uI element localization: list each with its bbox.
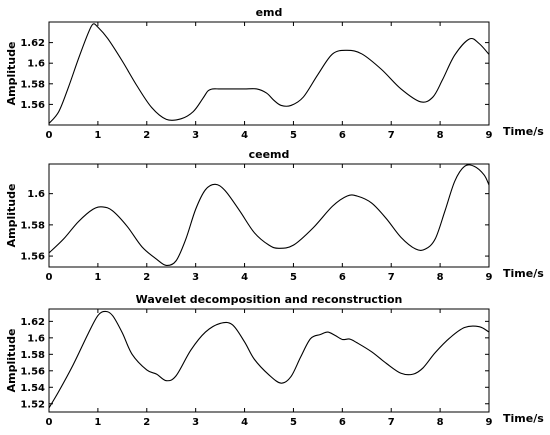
y-tick-label: 1.56	[20, 366, 45, 377]
chart-title: Wavelet decomposition and reconstruction	[136, 293, 403, 306]
series-line-1-0	[49, 164, 489, 267]
x-tick-label: 9	[486, 272, 493, 283]
x-tick-label: 1	[94, 272, 101, 283]
x-tick-label: 2	[143, 130, 150, 141]
y-tick-label: 1.56	[20, 252, 45, 263]
x-tick-label: 4	[241, 130, 248, 141]
chart-panel-1: ceemd 0 1 2 3 4 5 6 7 8 9 1.56 1.58 1.6 Amplitude Time/…	[5, 148, 544, 283]
y-tick-label: 1.56	[20, 100, 45, 111]
x-tick-label: 1	[94, 417, 101, 428]
y-tick-label: 1.58	[20, 220, 45, 231]
x-tick-label: 9	[486, 417, 493, 428]
x-tick-label: 5	[290, 130, 297, 141]
x-tick-label: 7	[388, 272, 395, 283]
x-tick-label: 1	[94, 130, 101, 141]
y-tick-label: 1.6	[27, 189, 45, 200]
y-axis-label: Amplitude	[5, 184, 18, 248]
x-axis-label: Time/s	[503, 412, 544, 425]
x-tick-label: 3	[192, 417, 199, 428]
x-tick-label: 8	[437, 417, 444, 428]
y-tick-label: 1.54	[20, 383, 45, 394]
x-tick-label: 0	[46, 130, 53, 141]
x-tick-label: 8	[437, 272, 444, 283]
y-tick-label: 1.58	[20, 79, 45, 90]
x-tick-label: 2	[143, 272, 150, 283]
x-tick-label: 0	[46, 272, 53, 283]
y-tick-label: 1.6	[27, 333, 45, 344]
y-tick-label: 1.6	[27, 59, 45, 70]
y-axis-label: Amplitude	[5, 42, 18, 106]
y-tick-label: 1.52	[20, 399, 45, 410]
x-tick-label: 5	[290, 417, 297, 428]
x-tick-label: 7	[388, 417, 395, 428]
y-axis-label: Amplitude	[5, 329, 18, 393]
x-axis-label: Time/s	[503, 125, 544, 138]
x-tick-label: 7	[388, 130, 395, 141]
x-axis-label: Time/s	[503, 267, 544, 280]
x-tick-label: 3	[192, 272, 199, 283]
x-tick-label: 4	[241, 417, 248, 428]
axes-frame	[48, 163, 490, 268]
axes-frame	[48, 308, 490, 413]
x-tick-label: 6	[339, 417, 346, 428]
y-tick-label: 1.62	[20, 38, 45, 49]
x-tick-label: 2	[143, 417, 150, 428]
chart-title: emd	[256, 6, 283, 19]
y-tick-label: 1.58	[20, 350, 45, 361]
y-tick-label: 1.62	[20, 317, 45, 328]
axes-frame	[48, 21, 490, 126]
x-tick-label: 6	[339, 272, 346, 283]
x-tick-label: 3	[192, 130, 199, 141]
series-line-0-0	[49, 23, 489, 124]
x-tick-label: 8	[437, 130, 444, 141]
x-tick-label: 0	[46, 417, 53, 428]
x-tick-label: 9	[486, 130, 493, 141]
chart-panel-2: Wavelet decomposition and reconstruction…	[5, 293, 544, 428]
series-line-2-0	[49, 310, 489, 409]
chart-title: ceemd	[249, 148, 290, 161]
x-tick-label: 6	[339, 130, 346, 141]
x-tick-label: 4	[241, 272, 248, 283]
x-tick-label: 5	[290, 272, 297, 283]
